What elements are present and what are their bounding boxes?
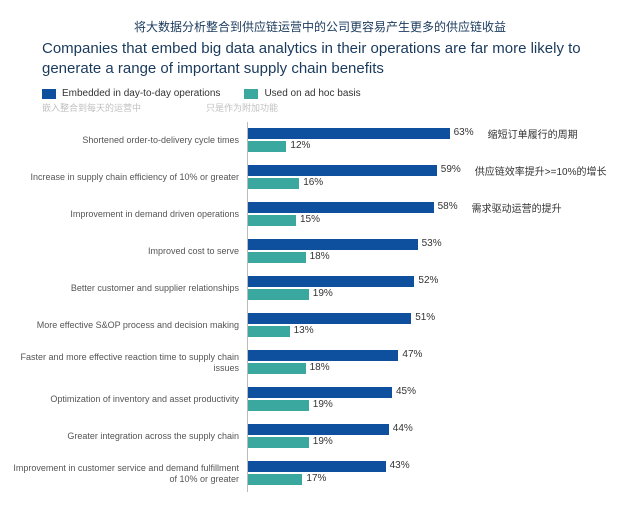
title-chinese: 将大数据分析整合到供应链运营中的公司更容易产生更多的供应链收益 — [12, 18, 628, 35]
legend-sub: 嵌入整合到每天的运营中 只是作为附加功能 — [42, 101, 628, 114]
row-label: Shortened order-to-delivery cycle times — [12, 135, 247, 145]
bar-value-primary: 43% — [390, 460, 410, 471]
row-bars: 59%16%供应链效率提升>=10%的增长 — [247, 159, 628, 196]
chart-row: Improved cost to serve53%18% — [12, 233, 628, 270]
bar-value-secondary: 16% — [303, 177, 323, 188]
bar-secondary: 18% — [248, 363, 306, 374]
bar-value-secondary: 12% — [290, 140, 310, 151]
legend-label-secondary: Used on ad hoc basis — [264, 88, 360, 99]
bar-primary: 47% — [248, 350, 398, 361]
row-annotation: 缩短订单履行的周期 — [488, 126, 578, 141]
row-bars: 52%19% — [247, 270, 628, 307]
bar-secondary: 15% — [248, 215, 296, 226]
bar-primary: 44% — [248, 424, 389, 435]
row-bars: 44%19% — [247, 418, 628, 455]
bar-value-primary: 59% — [441, 164, 461, 175]
row-label: Improvement in customer service and dema… — [12, 463, 247, 484]
bar-value-secondary: 15% — [300, 214, 320, 225]
row-label: Improved cost to serve — [12, 246, 247, 256]
chart-container: 将大数据分析整合到供应链运营中的公司更容易产生更多的供应链收益 Companie… — [0, 0, 640, 500]
chart-row: Improvement in demand driven operations5… — [12, 196, 628, 233]
bar-primary: 59% — [248, 165, 437, 176]
bar-value-secondary: 19% — [313, 399, 333, 410]
bar-value-primary: 45% — [396, 386, 416, 397]
legend-sub-primary: 嵌入整合到每天的运营中 — [42, 101, 182, 114]
legend-swatch-primary — [42, 89, 56, 99]
chart-row: Increase in supply chain efficiency of 1… — [12, 159, 628, 196]
chart-row: More effective S&OP process and decision… — [12, 307, 628, 344]
bar-value-secondary: 19% — [313, 288, 333, 299]
row-label: Better customer and supplier relationshi… — [12, 283, 247, 293]
bar-value-secondary: 19% — [313, 436, 333, 447]
legend: Embedded in day-to-day operations Used o… — [42, 88, 628, 99]
row-label: Faster and more effective reaction time … — [12, 352, 247, 373]
bar-value-secondary: 13% — [294, 325, 314, 336]
chart-row: Greater integration across the supply ch… — [12, 418, 628, 455]
row-bars: 43%17% — [247, 455, 628, 492]
legend-item-adhoc: Used on ad hoc basis — [244, 88, 360, 99]
bar-primary: 58% — [248, 202, 434, 213]
bar-value-primary: 44% — [393, 423, 413, 434]
bar-value-primary: 47% — [402, 349, 422, 360]
bar-value-primary: 63% — [454, 127, 474, 138]
row-bars: 51%13% — [247, 307, 628, 344]
bar-secondary: 17% — [248, 474, 302, 485]
row-annotation: 需求驱动运营的提升 — [472, 200, 562, 215]
bar-secondary: 18% — [248, 252, 306, 263]
row-bars: 45%19% — [247, 381, 628, 418]
bar-value-primary: 51% — [415, 312, 435, 323]
row-bars: 58%15%需求驱动运营的提升 — [247, 196, 628, 233]
bar-secondary: 12% — [248, 141, 286, 152]
title-english: Companies that embed big data analytics … — [42, 39, 598, 78]
bar-value-primary: 53% — [422, 238, 442, 249]
legend-label-primary: Embedded in day-to-day operations — [62, 88, 220, 99]
bar-secondary: 19% — [248, 289, 309, 300]
bar-secondary: 19% — [248, 437, 309, 448]
row-bars: 47%18% — [247, 344, 628, 381]
chart-row: Faster and more effective reaction time … — [12, 344, 628, 381]
bar-primary: 52% — [248, 276, 414, 287]
bar-primary: 63% — [248, 128, 450, 139]
bar-primary: 45% — [248, 387, 392, 398]
row-label: Improvement in demand driven operations — [12, 209, 247, 219]
legend-swatch-secondary — [244, 89, 258, 99]
bar-value-secondary: 18% — [310, 251, 330, 262]
chart-row: Better customer and supplier relationshi… — [12, 270, 628, 307]
bar-secondary: 16% — [248, 178, 299, 189]
bar-value-secondary: 17% — [306, 473, 326, 484]
chart-row: Optimization of inventory and asset prod… — [12, 381, 628, 418]
row-bars: 53%18% — [247, 233, 628, 270]
row-label: More effective S&OP process and decision… — [12, 320, 247, 330]
bar-value-secondary: 18% — [310, 362, 330, 373]
bar-chart: Shortened order-to-delivery cycle times6… — [12, 122, 628, 492]
bar-primary: 43% — [248, 461, 386, 472]
bar-value-primary: 58% — [438, 201, 458, 212]
legend-sub-secondary: 只是作为附加功能 — [206, 101, 346, 114]
row-label: Greater integration across the supply ch… — [12, 431, 247, 441]
row-label: Increase in supply chain efficiency of 1… — [12, 172, 247, 182]
row-bars: 63%12%缩短订单履行的周期 — [247, 122, 628, 159]
row-annotation: 供应链效率提升>=10%的增长 — [475, 163, 607, 178]
bar-secondary: 13% — [248, 326, 290, 337]
bar-primary: 53% — [248, 239, 418, 250]
bar-secondary: 19% — [248, 400, 309, 411]
row-label: Optimization of inventory and asset prod… — [12, 394, 247, 404]
bar-primary: 51% — [248, 313, 411, 324]
chart-row: Improvement in customer service and dema… — [12, 455, 628, 492]
bar-value-primary: 52% — [418, 275, 438, 286]
legend-item-embedded: Embedded in day-to-day operations — [42, 88, 220, 99]
chart-row: Shortened order-to-delivery cycle times6… — [12, 122, 628, 159]
